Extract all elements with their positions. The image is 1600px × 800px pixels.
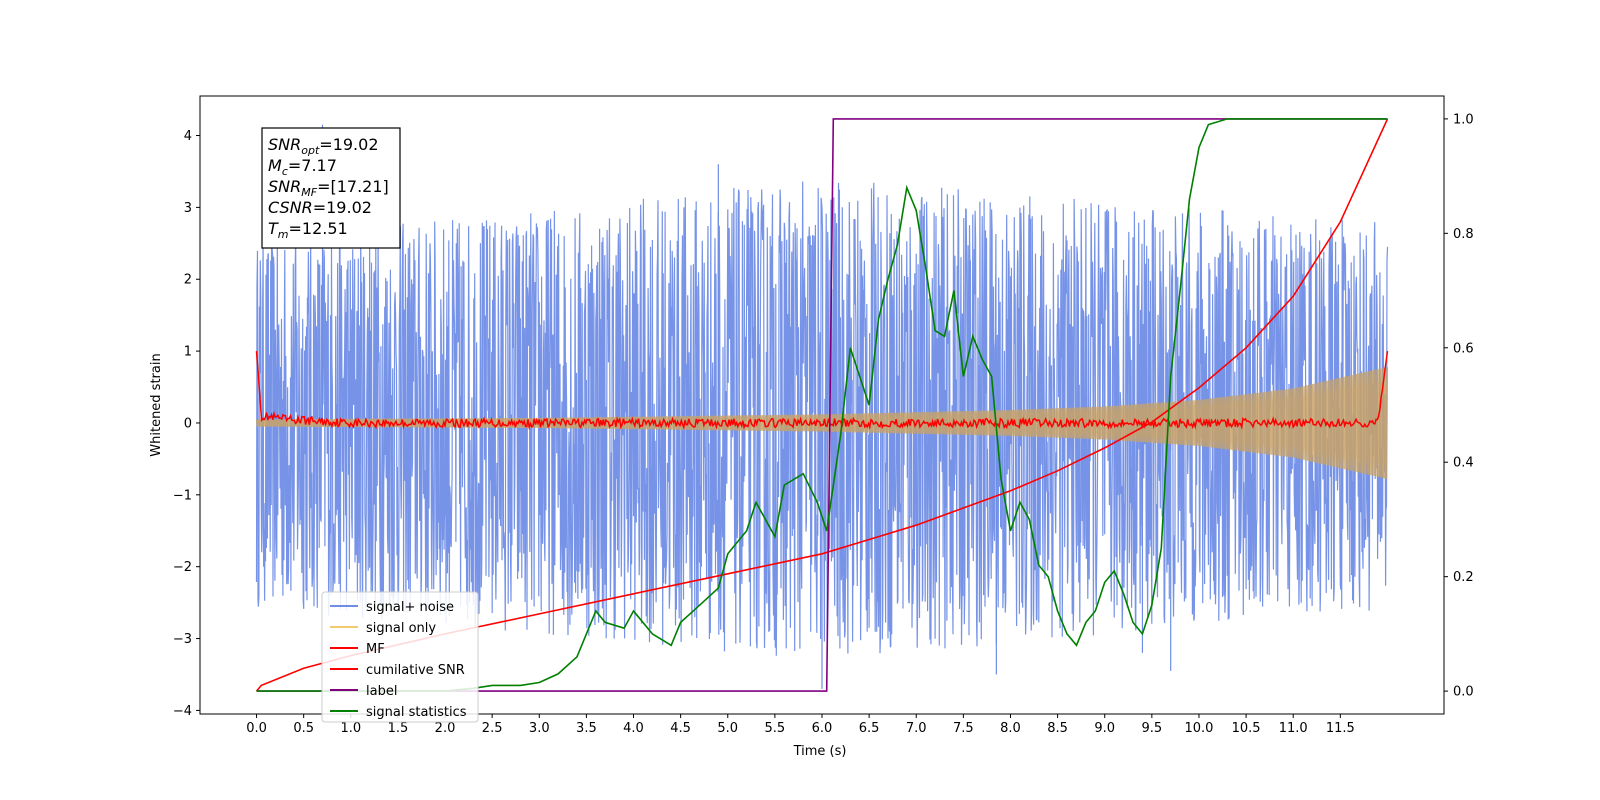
x-axis-label: Time (s) xyxy=(793,744,847,759)
annotation-value: =12.51 xyxy=(289,219,348,238)
x-tick-label: 5.5 xyxy=(765,721,786,736)
annotation-subscript: MF xyxy=(301,186,317,199)
series-mf xyxy=(255,350,1389,431)
x-tick-label: 6.0 xyxy=(812,721,833,736)
x-tick-label: 7.0 xyxy=(906,721,927,736)
x-tick-label: 10.0 xyxy=(1184,721,1213,736)
legend-label: signal+ noise xyxy=(366,600,454,615)
x-tick-label: 11.0 xyxy=(1279,721,1308,736)
y-tick-label: −4 xyxy=(173,704,192,719)
annotation-value: =[17.21] xyxy=(317,177,389,196)
x-tick-label: 10.5 xyxy=(1232,721,1261,736)
annotation-line: SNRopt=19.02 xyxy=(268,135,379,157)
annotation-symbol: M xyxy=(268,156,282,175)
x-tick-label: 4.5 xyxy=(670,721,691,736)
x-tick-label: 7.5 xyxy=(953,721,974,736)
y-axis-left: 4 3 2 1 0 −1 −2 −3 −4 xyxy=(173,129,200,719)
annotation-line: SNRMF=[17.21] xyxy=(268,177,389,199)
annotation-line: Mc=7.17 xyxy=(268,156,337,178)
x-tick-label: 9.0 xyxy=(1094,721,1115,736)
annotation-line: CSNR=19.02 xyxy=(268,198,372,217)
y-tick-label: 3 xyxy=(184,201,192,216)
legend-label: label xyxy=(366,684,397,699)
legend-label: signal statistics xyxy=(366,705,467,720)
y-tick-label: −3 xyxy=(173,632,192,647)
y2-tick-label: 0.8 xyxy=(1453,227,1474,242)
legend-label: cumilative SNR xyxy=(366,663,465,678)
annotation-line: Tm=12.51 xyxy=(268,219,348,241)
x-tick-label: 2.0 xyxy=(435,721,456,736)
y-tick-label: −1 xyxy=(173,488,192,503)
annotation-box: SNRopt=19.02Mc=7.17SNRMF=[17.21]CSNR=19.… xyxy=(261,127,401,249)
y-tick-label: 1 xyxy=(184,345,192,360)
annotation-symbol: CSNR xyxy=(268,198,313,217)
legend-label: MF xyxy=(366,642,385,657)
annotation-symbol: SNR xyxy=(268,135,301,154)
x-tick-label: 5.0 xyxy=(717,721,738,736)
x-tick-label: 2.5 xyxy=(482,721,503,736)
series-signal-noise xyxy=(255,181,1389,656)
y-axis-right: 1.0 0.8 0.6 0.4 0.2 0.0 xyxy=(1444,112,1474,700)
x-tick-label: 0.5 xyxy=(293,721,314,736)
x-tick-label: 3.0 xyxy=(529,721,550,736)
y-tick-label: −2 xyxy=(173,560,192,575)
annotation-symbol: SNR xyxy=(268,177,301,196)
y-tick-label: 2 xyxy=(184,273,192,288)
y2-tick-label: 0.2 xyxy=(1453,570,1474,585)
legend-label: signal only xyxy=(366,621,436,636)
annotation-value: =19.02 xyxy=(313,198,372,217)
annotation-subscript: m xyxy=(278,228,289,241)
x-tick-label: 8.5 xyxy=(1047,721,1068,736)
x-tick-label: 9.5 xyxy=(1142,721,1163,736)
y2-tick-label: 0.4 xyxy=(1453,456,1474,471)
y-tick-label: 0 xyxy=(184,416,192,431)
y-tick-label: 4 xyxy=(184,129,192,144)
x-tick-label: 1.5 xyxy=(388,721,409,736)
x-tick-label: 11.5 xyxy=(1326,721,1355,736)
legend: signal+ noise signal only MF cumilative SNR… xyxy=(321,591,479,723)
x-tick-label: 8.0 xyxy=(1000,721,1021,736)
y2-tick-label: 1.0 xyxy=(1453,112,1474,127)
x-tick-label: 4.0 xyxy=(623,721,644,736)
annotation-value: =7.17 xyxy=(288,156,337,175)
annotation-frame xyxy=(261,127,401,249)
x-tick-label: 0.0 xyxy=(246,721,267,736)
y2-tick-label: 0.6 xyxy=(1453,341,1474,356)
annotation-subscript: c xyxy=(282,165,288,178)
y-axis-label: Whitened strain xyxy=(149,353,164,456)
legend-frame xyxy=(321,591,479,723)
series-label xyxy=(256,118,1388,692)
annotation-symbol: T xyxy=(268,219,279,238)
y2-tick-label: 0.0 xyxy=(1453,685,1474,700)
series-signal-statistics xyxy=(256,118,1388,692)
x-tick-label: 1.0 xyxy=(340,721,361,736)
annotation-subscript: opt xyxy=(301,144,320,157)
annotation-value: =19.02 xyxy=(319,135,378,154)
x-tick-label: 6.5 xyxy=(859,721,880,736)
x-tick-label: 3.5 xyxy=(576,721,597,736)
